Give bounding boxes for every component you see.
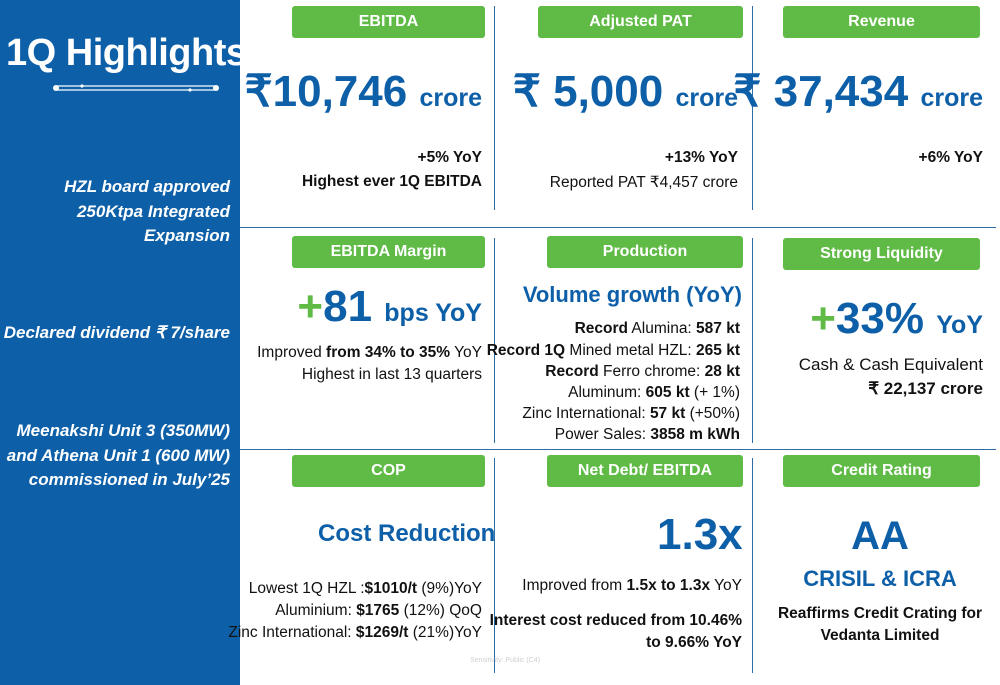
production-line: Power Sales: 3858 m kWh [554, 426, 740, 443]
sensitivity-label: Sensitivity: Public (C4) [470, 657, 541, 664]
cop-heading: Cost Reduction [318, 520, 496, 547]
margin-amount: 81 [323, 282, 373, 331]
cop-line: Zinc International: $1269/t (21%)YoY [228, 624, 482, 641]
liquidity-amount: 33% [835, 294, 924, 343]
margin-value: +81 bps YoY [297, 282, 482, 332]
credit-line-2: Vedanta Limited [820, 627, 940, 644]
ebitda-value: ₹10,746 crore [245, 66, 482, 117]
production-label: Production [547, 236, 743, 268]
pat-unit: crore [675, 84, 738, 112]
highlight-line: commissioned in July’25 [28, 470, 230, 489]
highlight-line: Declared dividend ₹ 7/share [3, 323, 230, 342]
netdebt-line-2: Interest cost reduced from 10.46% [489, 612, 742, 629]
sidebar: 1Q Highlights HZL board approved 250Ktpa… [0, 0, 247, 685]
pat-value: ₹ 5,000 crore [513, 66, 738, 117]
netdebt-value: 1.3x [657, 510, 743, 559]
credit-label: Credit Rating [783, 455, 980, 487]
highlight-power-units: Meenakshi Unit 3 (350MW) and Athena Unit… [7, 419, 230, 493]
credit-rating-value: AA [851, 514, 909, 558]
liquidity-label: Strong Liquidity [783, 238, 980, 270]
grid-divider [240, 449, 996, 450]
production-line: Zinc International: 57 kt (+50%) [522, 405, 740, 422]
pat-label: Adjusted PAT [538, 6, 743, 38]
liquidity-unit: YoY [936, 311, 983, 339]
plus-sign: + [297, 282, 324, 331]
revenue-unit: crore [920, 84, 983, 112]
pat-note: Reported PAT ₹4,457 crore [549, 174, 738, 191]
production-heading: Volume growth (YoY) [522, 282, 742, 307]
cop-line: Aluminium: $1765 (12%) QoQ [275, 602, 482, 619]
ebitda-note: Highest ever 1Q EBITDA [301, 173, 482, 190]
revenue-label: Revenue [783, 6, 980, 38]
ebitda-unit: crore [419, 84, 482, 112]
highlight-hzl-expansion: HZL board approved 250Ktpa Integrated Ex… [64, 175, 230, 249]
grid-divider [494, 238, 495, 443]
revenue-amount: ₹ 37,434 [733, 67, 909, 116]
grid-divider [752, 458, 753, 673]
cop-line: Lowest 1Q HZL :$1010/t (9%)YoY [248, 580, 482, 597]
production-line: Record Alumina: 587 kt [574, 320, 740, 337]
highlight-line: Meenakshi Unit 3 (350MW) [16, 421, 231, 440]
liquidity-line-2: ₹ 22,137 crore [868, 379, 983, 398]
highlight-line: Expansion [144, 226, 230, 245]
grid-divider [752, 6, 753, 210]
pat-yoy: +13% YoY [664, 149, 738, 166]
ebitda-label: EBITDA [292, 6, 485, 38]
highlight-line: HZL board approved [64, 177, 230, 196]
liquidity-value: +33% YoY [810, 294, 983, 344]
credit-agency: CRISIL & ICRA [803, 566, 957, 591]
production-line: Record Ferro chrome: 28 kt [545, 363, 740, 380]
page-title: 1Q Highlights [6, 32, 247, 74]
liquidity-line-1: Cash & Cash Equivalent [798, 355, 983, 374]
revenue-yoy: +6% YoY [918, 149, 983, 166]
ebitda-yoy: +5% YoY [417, 149, 482, 166]
grid-divider [240, 227, 996, 228]
highlight-line: 250Ktpa Integrated [76, 201, 230, 221]
highlight-dividend: Declared dividend ₹ 7/share [4, 321, 230, 346]
margin-unit: bps YoY [384, 299, 482, 327]
netdebt-line-3: to 9.66% YoY [646, 634, 742, 651]
margin-line-1: Improved from 34% to 35% YoY [257, 344, 482, 361]
pat-amount: ₹ 5,000 [512, 67, 664, 116]
margin-label: EBITDA Margin [292, 236, 485, 268]
grid-divider [494, 458, 495, 673]
highlight-line: and Athena Unit 1 (600 MW) [6, 445, 230, 465]
revenue-value: ₹ 37,434 crore [733, 66, 983, 117]
production-line: Aluminum: 605 kt (+ 1%) [568, 384, 740, 401]
production-line: Record 1Q Mined metal HZL: 265 kt [486, 342, 740, 359]
plus-sign: + [810, 294, 836, 343]
title-underline-decoration [53, 84, 219, 92]
netdebt-label: Net Debt/ EBITDA [547, 455, 743, 487]
credit-line-1: Reaffirms Credit Crating for [777, 605, 983, 622]
ebitda-amount: ₹10,746 [244, 67, 408, 116]
margin-line-2: Highest in last 13 quarters [301, 366, 482, 383]
grid-divider [752, 238, 753, 443]
grid-divider [494, 6, 495, 210]
cop-label: COP [292, 455, 485, 487]
netdebt-line-1: Improved from 1.5x to 1.3x YoY [522, 577, 742, 594]
